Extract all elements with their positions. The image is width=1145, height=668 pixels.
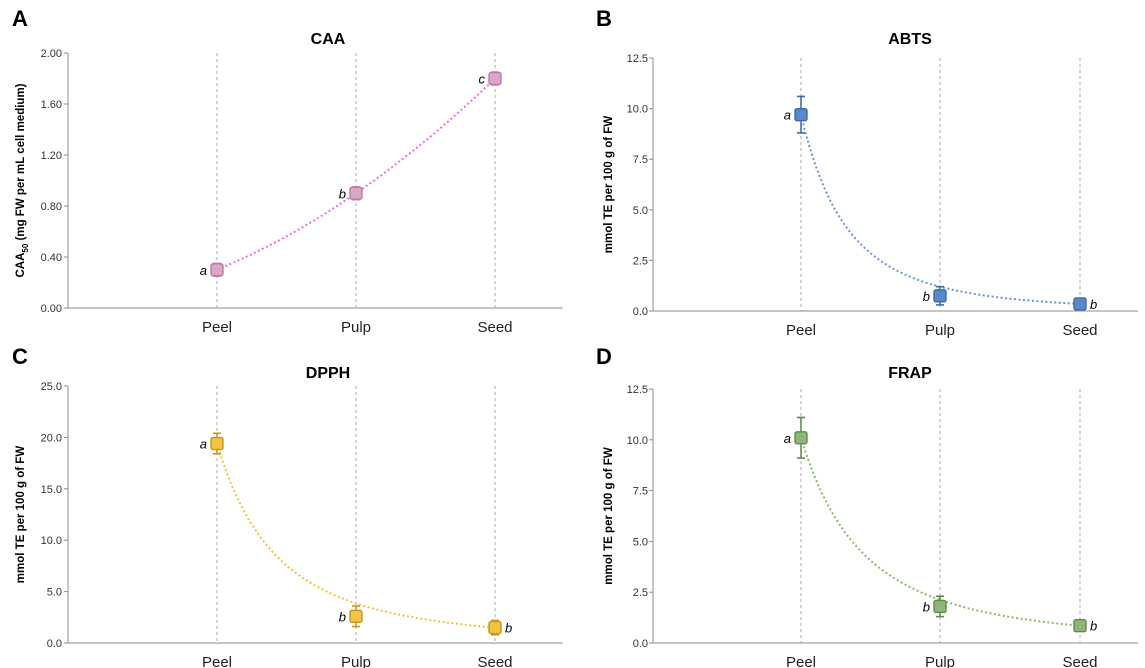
data-point xyxy=(794,107,808,122)
x-tick-label: Seed xyxy=(1062,322,1097,339)
chart-panel-b: B ABTS 0.0 2.5 5.0 7.5 10.0 12.5 Peel Pulp Seed mmo… xyxy=(596,6,1138,339)
data-point xyxy=(488,620,502,635)
y-tick-label: 0.0 xyxy=(633,306,648,318)
chart-title: FRAP xyxy=(888,365,932,382)
x-tick-label: Pulp xyxy=(925,654,955,668)
chart-title: DPPH xyxy=(306,365,350,382)
x-tick-label: Pulp xyxy=(341,654,371,668)
panel-letter: B xyxy=(596,6,612,31)
data-point xyxy=(210,436,224,451)
chart-panel-d: D FRAP 0.0 2.5 5.0 7.5 10.0 12.5 Peel Pulp Seed mmo… xyxy=(596,344,1138,668)
data-point xyxy=(1073,619,1087,633)
y-tick-label: 0.0 xyxy=(47,638,62,650)
significance-label: b xyxy=(339,609,346,624)
y-axis-label: mmol TE per 100 g of FW xyxy=(603,116,615,254)
y-tick-label: 5.0 xyxy=(633,536,648,548)
data-point xyxy=(933,289,947,303)
y-tick-label: 2.00 xyxy=(41,48,62,60)
y-axis-label: mmol TE per 100 g of FW xyxy=(15,446,27,584)
significance-label: b xyxy=(923,599,930,614)
y-tick-label: 10.0 xyxy=(627,435,648,447)
y-tick-label: 0.0 xyxy=(633,638,648,650)
x-tick-label: Seed xyxy=(477,654,512,668)
y-tick-label: 1.20 xyxy=(41,150,62,162)
y-tick-label: 2.5 xyxy=(633,255,648,267)
y-tick-label: 0.40 xyxy=(41,252,62,264)
significance-label: b xyxy=(1090,297,1097,312)
panel-letter: C xyxy=(12,344,28,369)
x-tick-label: Seed xyxy=(477,319,512,336)
x-tick-label: Pulp xyxy=(925,322,955,339)
chart-title: CAA xyxy=(311,31,346,48)
y-tick-label: 10.0 xyxy=(41,535,62,547)
significance-label: a xyxy=(200,263,207,278)
significance-label: b xyxy=(339,186,346,201)
x-tick-label: Seed xyxy=(1062,654,1097,668)
data-point xyxy=(488,71,502,86)
x-tick-label: Peel xyxy=(202,654,232,668)
trend-line xyxy=(216,443,496,629)
chart-panel-c: C DPPH 0.0 5.0 10.0 15.0 20.0 25.0 Peel Pulp Seed m… xyxy=(12,344,563,668)
y-tick-label: 5.0 xyxy=(633,205,648,217)
y-tick-label: 1.60 xyxy=(41,99,62,111)
y-tick-label: 5.0 xyxy=(47,587,62,599)
data-point xyxy=(933,599,947,614)
y-axis-label: mmol TE per 100 g of FW xyxy=(603,447,615,585)
y-tick-label: 10.0 xyxy=(627,104,648,116)
y-tick-label: 12.5 xyxy=(627,384,648,396)
significance-label: a xyxy=(784,431,791,446)
significance-label: b xyxy=(923,289,930,304)
data-point xyxy=(1073,297,1087,311)
panel-letter: D xyxy=(596,344,612,369)
data-point xyxy=(349,609,363,623)
significance-label: c xyxy=(479,72,486,87)
y-tick-label: 20.0 xyxy=(41,432,62,444)
significance-label: b xyxy=(505,621,512,636)
chart-panel-a: A CAA 0.00 0.40 0.80 1.20 1.60 2.00 Peel Pulp Seed… xyxy=(12,6,563,336)
data-point xyxy=(349,186,363,200)
panel-letter: A xyxy=(12,6,28,31)
y-tick-label: 15.0 xyxy=(41,484,62,496)
y-tick-label: 25.0 xyxy=(41,381,62,393)
data-point xyxy=(210,263,224,277)
x-tick-label: Peel xyxy=(786,654,816,668)
y-tick-label: 0.80 xyxy=(41,201,62,213)
trend-line xyxy=(800,437,1081,627)
y-axis-label: CAA50 (mg FW per mL cell medium) xyxy=(15,83,30,277)
y-tick-label: 7.5 xyxy=(633,486,648,498)
x-tick-label: Peel xyxy=(202,319,232,336)
x-tick-label: Peel xyxy=(786,322,816,339)
y-tick-label: 0.00 xyxy=(41,303,62,315)
chart-title: ABTS xyxy=(888,31,932,48)
significance-label: a xyxy=(784,108,791,123)
y-tick-label: 2.5 xyxy=(633,587,648,599)
y-tick-label: 7.5 xyxy=(633,154,648,166)
x-tick-label: Pulp xyxy=(341,319,371,336)
y-tick-label: 12.5 xyxy=(627,53,648,65)
data-point xyxy=(794,431,808,445)
significance-label: a xyxy=(200,437,207,452)
significance-label: b xyxy=(1090,619,1097,634)
